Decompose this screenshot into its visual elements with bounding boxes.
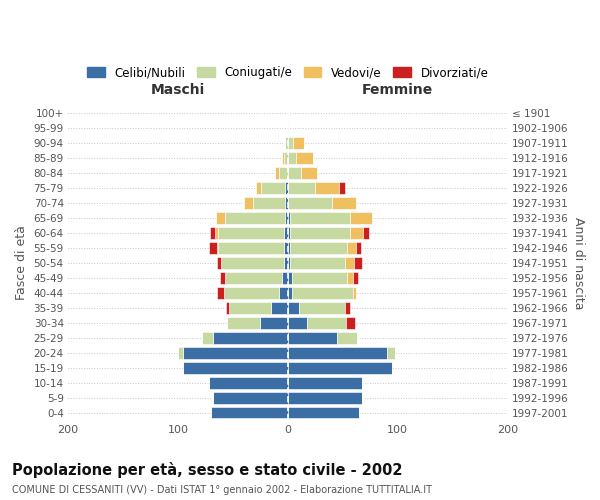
Bar [244,197,253,209]
Bar [386,347,395,358]
Bar [332,197,356,209]
Bar [287,302,299,314]
Bar [256,182,262,194]
Bar [364,227,369,239]
Bar [296,152,313,164]
Bar [287,152,296,164]
Bar [287,392,362,404]
Bar [287,242,290,254]
Bar [287,317,307,328]
Bar [345,302,350,314]
Text: Popolazione per età, sesso e stato civile - 2002: Popolazione per età, sesso e stato civil… [12,462,403,478]
Bar [202,332,213,344]
Bar [262,182,286,194]
Bar [286,182,287,194]
Bar [284,242,287,254]
Bar [217,242,218,254]
Bar [217,257,221,269]
Bar [287,182,315,194]
Bar [227,317,260,328]
Bar [209,377,287,388]
Bar [282,272,287,283]
Bar [337,332,357,344]
Bar [346,317,355,328]
Bar [345,257,353,269]
Bar [178,347,184,358]
Bar [209,227,215,239]
Bar [350,227,364,239]
Bar [213,392,287,404]
Bar [287,377,362,388]
Bar [287,197,332,209]
Bar [225,212,286,224]
Bar [340,182,345,194]
Bar [287,122,289,134]
Bar [282,152,284,164]
Bar [211,407,287,418]
Bar [307,317,346,328]
Text: COMUNE DI CESSANITI (VV) - Dati ISTAT 1° gennaio 2002 - Elaborazione TUTTITALIA.: COMUNE DI CESSANITI (VV) - Dati ISTAT 1°… [12,485,432,495]
Bar [315,182,340,194]
Bar [226,302,229,314]
Bar [286,212,287,224]
Bar [287,362,392,374]
Text: Femmine: Femmine [362,84,433,98]
Bar [279,167,287,179]
Bar [216,212,225,224]
Bar [293,138,304,149]
Bar [275,167,279,179]
Bar [286,138,287,149]
Bar [218,242,284,254]
Bar [284,152,287,164]
Bar [347,242,356,254]
Bar [353,272,358,283]
Bar [290,257,345,269]
Bar [260,317,287,328]
Bar [299,302,345,314]
Y-axis label: Anni di nascita: Anni di nascita [572,216,585,309]
Bar [253,197,286,209]
Y-axis label: Fasce di età: Fasce di età [15,226,28,300]
Text: Maschi: Maschi [151,84,205,98]
Bar [287,212,290,224]
Bar [284,257,287,269]
Bar [218,227,284,239]
Bar [353,257,362,269]
Bar [287,227,290,239]
Bar [286,197,287,209]
Bar [287,138,293,149]
Bar [279,287,287,298]
Bar [350,212,372,224]
Bar [292,272,347,283]
Bar [287,347,386,358]
Bar [287,167,301,179]
Bar [347,272,353,283]
Bar [229,302,271,314]
Bar [353,287,356,298]
Bar [290,227,350,239]
Bar [225,272,282,283]
Bar [209,242,217,254]
Bar [220,272,225,283]
Bar [284,227,287,239]
Bar [290,242,347,254]
Bar [287,332,337,344]
Bar [287,272,292,283]
Bar [221,257,284,269]
Bar [287,287,292,298]
Bar [287,257,290,269]
Bar [184,347,287,358]
Bar [301,167,317,179]
Bar [356,242,361,254]
Bar [287,407,359,418]
Bar [213,332,287,344]
Bar [292,287,353,298]
Bar [184,362,287,374]
Bar [215,227,218,239]
Bar [290,212,350,224]
Bar [224,287,279,298]
Bar [217,287,224,298]
Legend: Celibi/Nubili, Coniugati/e, Vedovi/e, Divorziati/e: Celibi/Nubili, Coniugati/e, Vedovi/e, Di… [82,62,493,84]
Bar [271,302,287,314]
